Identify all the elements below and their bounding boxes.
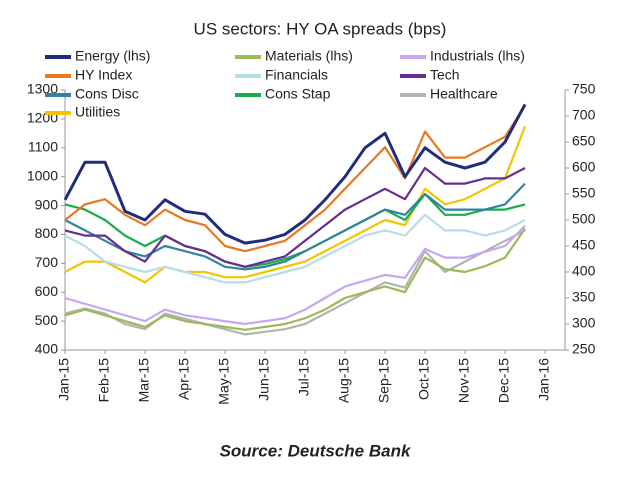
x-tick-label: Jun-15: [256, 358, 272, 401]
chart-title: US sectors: HY OA spreads (bps): [194, 19, 447, 38]
legend-label: Cons Disc: [75, 86, 139, 102]
y2-tick-label: 550: [572, 185, 596, 201]
legend-label: Energy (lhs): [75, 48, 150, 64]
y-tick-label: 400: [35, 341, 59, 357]
y-tick-label: 800: [35, 225, 59, 241]
x-tick-label: Dec-15: [496, 358, 512, 403]
legend-label: Cons Stap: [265, 86, 331, 102]
y2-tick-label: 350: [572, 289, 596, 305]
series-line: [64, 225, 526, 326]
source: Source: Deutsche Bank: [220, 441, 412, 460]
y2-tick-label: 750: [572, 81, 596, 97]
y2-tick-label: 300: [572, 315, 596, 331]
y2-tick-label: 500: [572, 211, 596, 227]
y2-tick-label: 400: [572, 263, 596, 279]
legend-label: Industrials (lhs): [430, 48, 525, 64]
y2-tick-label: 700: [572, 107, 596, 123]
y-tick-label: 1300: [27, 81, 58, 97]
y2-tick-label: 450: [572, 237, 596, 253]
x-tick-label: Aug-15: [336, 358, 352, 403]
x-tick-label: Oct-15: [416, 358, 432, 400]
series-line: [64, 192, 526, 268]
series-line: [64, 166, 526, 268]
x-tick-label: Apr-15: [176, 358, 192, 400]
legend-label: Utilities: [75, 104, 120, 120]
legend-label: Financials: [265, 67, 328, 83]
x-tick-label: Sep-15: [376, 358, 392, 403]
series-line: [64, 182, 526, 271]
x-tick-label: Jul-15: [296, 358, 312, 396]
x-tick-label: Mar-15: [136, 358, 152, 403]
legend-label: Tech: [430, 67, 460, 83]
legend-label: HY Index: [75, 67, 132, 83]
series-line: [64, 213, 526, 284]
legend-label: Healthcare: [430, 86, 498, 102]
y-tick-label: 900: [35, 196, 59, 212]
y-tick-label: 600: [35, 283, 59, 299]
series-line: [64, 126, 527, 284]
y2-tick-label: 600: [572, 159, 596, 175]
y-tick-label: 500: [35, 312, 59, 328]
y-tick-label: 1100: [28, 138, 58, 154]
series-line: [64, 105, 526, 253]
series-line: [64, 228, 526, 331]
y-tick-label: 700: [35, 254, 59, 270]
series-line: [63, 103, 527, 245]
y2-tick-label: 650: [572, 133, 596, 149]
y2-tick-label: 250: [572, 341, 596, 357]
x-tick-label: Feb-15: [96, 358, 112, 403]
legend-label: Materials (lhs): [265, 48, 353, 64]
x-tick-label: Jan-16: [536, 358, 552, 401]
x-tick-label: Nov-15: [456, 358, 472, 403]
y-tick-label: 1000: [27, 167, 58, 183]
x-tick-label: May-15: [216, 358, 232, 405]
x-tick-label: Jan-15: [56, 358, 72, 401]
